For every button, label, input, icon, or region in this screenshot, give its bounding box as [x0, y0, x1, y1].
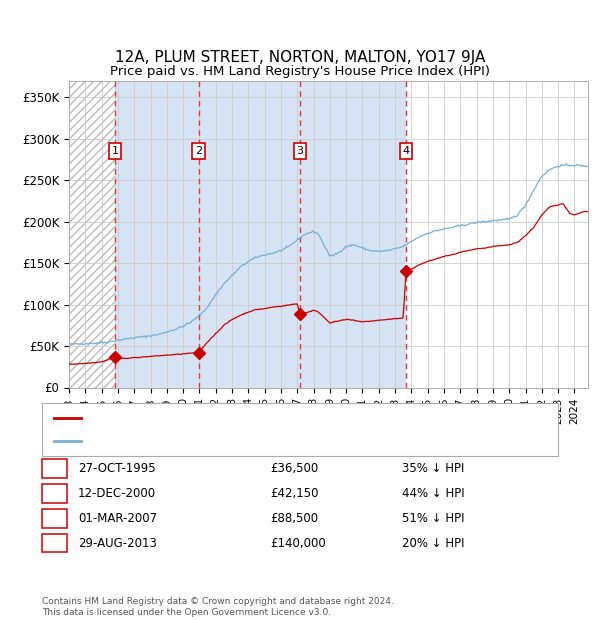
Text: 12A, PLUM STREET, NORTON, MALTON, YO17 9JA (semi-detached house): 12A, PLUM STREET, NORTON, MALTON, YO17 9… — [87, 413, 482, 423]
Text: £88,500: £88,500 — [270, 512, 318, 525]
Text: £36,500: £36,500 — [270, 463, 318, 475]
Text: 27-OCT-1995: 27-OCT-1995 — [78, 463, 155, 475]
Text: 29-AUG-2013: 29-AUG-2013 — [78, 537, 157, 549]
Text: 20% ↓ HPI: 20% ↓ HPI — [402, 537, 464, 549]
Text: 35% ↓ HPI: 35% ↓ HPI — [402, 463, 464, 475]
Text: Contains HM Land Registry data © Crown copyright and database right 2024.
This d: Contains HM Land Registry data © Crown c… — [42, 598, 394, 617]
Bar — [199, 81, 300, 388]
Text: 3: 3 — [51, 512, 58, 525]
Text: 2: 2 — [195, 146, 202, 156]
Bar — [115, 81, 199, 388]
Text: 2: 2 — [51, 487, 58, 500]
Text: 51% ↓ HPI: 51% ↓ HPI — [402, 512, 464, 525]
Text: 4: 4 — [403, 146, 409, 156]
Text: £140,000: £140,000 — [270, 537, 326, 549]
Text: £42,150: £42,150 — [270, 487, 319, 500]
Text: 1: 1 — [51, 463, 58, 475]
Bar — [406, 81, 588, 388]
Text: 3: 3 — [296, 146, 304, 156]
Bar — [69, 81, 115, 388]
Text: 1: 1 — [112, 146, 118, 156]
Text: HPI: Average price, semi-detached house, North Yorkshire: HPI: Average price, semi-detached house,… — [87, 436, 403, 446]
Text: 01-MAR-2007: 01-MAR-2007 — [78, 512, 157, 525]
Bar — [300, 81, 406, 388]
Text: 12A, PLUM STREET, NORTON, MALTON, YO17 9JA: 12A, PLUM STREET, NORTON, MALTON, YO17 9… — [115, 50, 485, 65]
Text: 12-DEC-2000: 12-DEC-2000 — [78, 487, 156, 500]
Text: 44% ↓ HPI: 44% ↓ HPI — [402, 487, 464, 500]
Text: Price paid vs. HM Land Registry's House Price Index (HPI): Price paid vs. HM Land Registry's House … — [110, 64, 490, 78]
Text: 4: 4 — [51, 537, 58, 549]
